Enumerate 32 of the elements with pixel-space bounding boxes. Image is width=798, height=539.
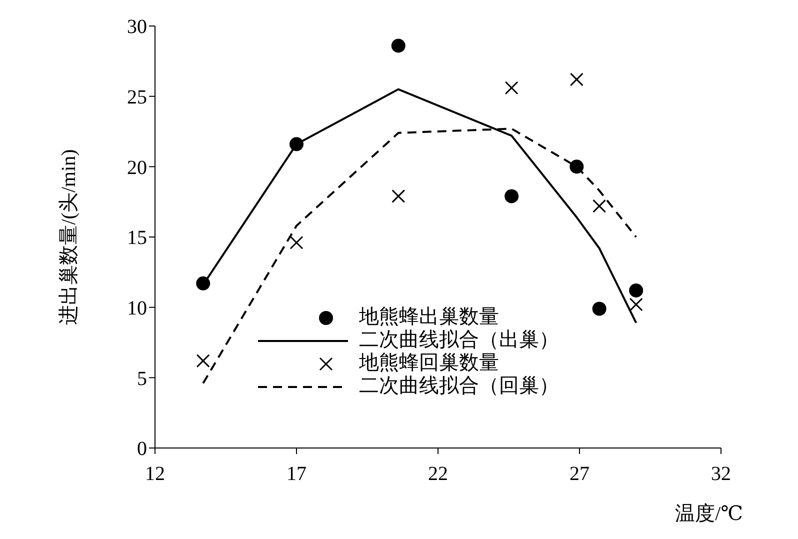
point <box>629 283 644 298</box>
x-tick-label: 17 <box>286 463 306 486</box>
point <box>196 354 210 368</box>
legend-label: 地熊蜂出巢数量 <box>359 306 499 329</box>
point <box>392 189 406 203</box>
point <box>290 137 304 152</box>
legend-label: 二次曲线拟合（出巢） <box>359 329 559 352</box>
point <box>504 81 518 95</box>
point <box>629 298 643 312</box>
y-axis-title: 进出巢数量/(头/min) <box>58 149 80 325</box>
y-tick-label: 30 <box>127 16 147 38</box>
x-tick-label: 12 <box>145 463 165 486</box>
point <box>196 276 210 290</box>
y-tick-label: 10 <box>127 297 147 320</box>
point <box>504 189 519 204</box>
y-tick-label: 0 <box>137 438 147 460</box>
y-tick-label: 5 <box>137 368 147 390</box>
point <box>592 302 606 316</box>
y-tick-label: 15 <box>127 227 147 250</box>
point <box>570 72 584 86</box>
x-axis-title: 温度/℃ <box>675 503 743 525</box>
point <box>570 160 584 174</box>
point <box>290 236 304 250</box>
x-tick-label: 32 <box>711 463 731 486</box>
y-tick-label: 20 <box>127 156 147 179</box>
point <box>391 38 406 53</box>
point <box>592 199 606 213</box>
x-tick-label: 27 <box>570 463 590 486</box>
legend-label: 地熊蜂回巢数量 <box>359 352 499 375</box>
x-tick-label: 22 <box>428 463 448 486</box>
y-tick-label: 25 <box>127 86 147 108</box>
legend-label: 二次曲线拟合（回巢） <box>359 375 559 398</box>
